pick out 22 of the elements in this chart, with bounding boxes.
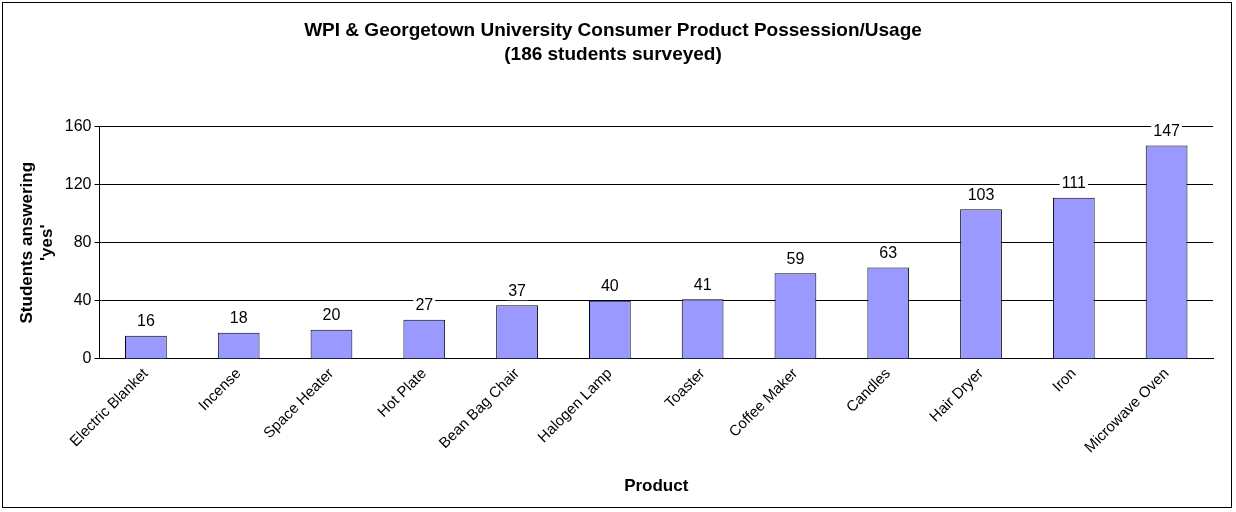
- y-axis-title: Students answering 'yes': [16, 161, 57, 324]
- chart-title: WPI & Georgetown University Consumer Product Possession/Usage: [304, 18, 922, 40]
- data-label: 103: [967, 185, 995, 203]
- x-axis-title: Product: [624, 476, 689, 496]
- data-label: 147: [1153, 121, 1181, 139]
- y-tick-label: 120: [64, 175, 92, 193]
- x-tick-label: Iron: [1048, 364, 1079, 395]
- y-tick-label: 0: [82, 349, 92, 367]
- data-label: 41: [693, 275, 712, 293]
- y-tick-label: 80: [73, 233, 92, 251]
- data-label: 27: [415, 296, 434, 314]
- y-tick-label: 40: [73, 291, 92, 309]
- data-label: 40: [600, 277, 619, 295]
- data-label: 111: [1061, 174, 1087, 192]
- y-tick-label: 160: [64, 117, 92, 135]
- data-label: 18: [229, 309, 248, 327]
- data-label: 59: [786, 249, 805, 267]
- data-label: 20: [322, 306, 341, 324]
- chart-subtitle: (186 students surveyed): [504, 43, 722, 65]
- data-label: 63: [879, 243, 898, 261]
- data-label: 16: [136, 312, 155, 330]
- data-label: 37: [508, 281, 527, 299]
